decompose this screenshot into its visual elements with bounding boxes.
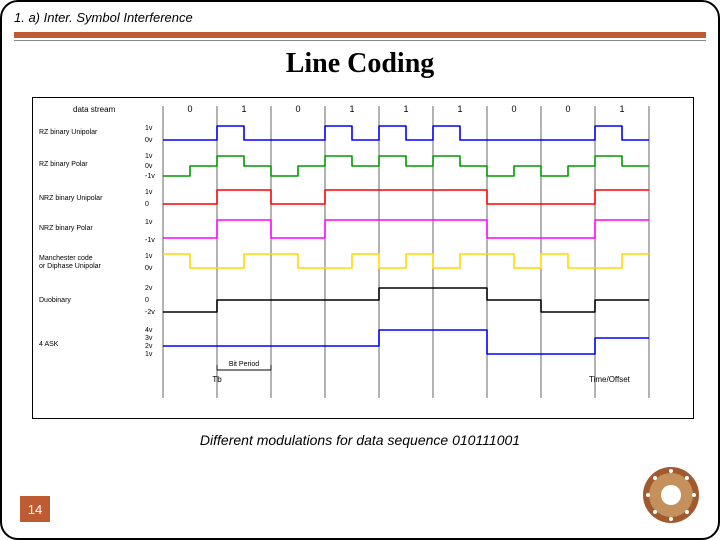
svg-text:0: 0 (295, 104, 300, 114)
svg-text:Manchester code: Manchester code (39, 255, 93, 262)
svg-text:1v: 1v (145, 125, 153, 132)
svg-text:0: 0 (565, 104, 570, 114)
university-logo (642, 466, 700, 524)
svg-text:NRZ binary Unipolar: NRZ binary Unipolar (39, 195, 103, 202)
svg-text:Tb: Tb (212, 375, 222, 384)
svg-text:0: 0 (145, 201, 149, 208)
svg-text:0: 0 (511, 104, 516, 114)
svg-text:1: 1 (241, 104, 246, 114)
svg-text:RZ binary Polar: RZ binary Polar (39, 161, 88, 168)
thin-rule (14, 40, 706, 41)
svg-text:0: 0 (187, 104, 192, 114)
accent-rule (14, 32, 706, 38)
svg-text:RZ binary Unipolar: RZ binary Unipolar (39, 129, 98, 136)
svg-text:2v: 2v (145, 285, 153, 292)
svg-text:4 ASK: 4 ASK (39, 341, 59, 348)
svg-text:0: 0 (145, 297, 149, 304)
svg-text:-1v: -1v (145, 237, 155, 244)
section-header: 1. a) Inter. Symbol Interference (14, 10, 193, 25)
slide: 1. a) Inter. Symbol Interference Line Co… (0, 0, 720, 540)
svg-text:Duobinary: Duobinary (39, 297, 71, 304)
svg-text:4v: 4v (145, 327, 153, 334)
svg-text:0v: 0v (145, 265, 153, 272)
svg-text:1: 1 (403, 104, 408, 114)
line-coding-chart: data stream 0 1 0 1 1 1 0 0 1 RZ binary Unipolar 1v… (32, 97, 694, 419)
svg-text:NRZ binary Polar: NRZ binary Polar (39, 225, 93, 232)
svg-text:1v: 1v (145, 219, 153, 226)
svg-text:1v: 1v (145, 153, 153, 160)
svg-text:0v: 0v (145, 163, 153, 170)
svg-text:-2v: -2v (145, 309, 155, 316)
page-title: Line Coding (2, 48, 718, 80)
svg-text:0v: 0v (145, 137, 153, 144)
svg-text:data stream: data stream (73, 105, 116, 114)
figure-caption: Different modulations for data sequence … (2, 432, 718, 448)
svg-text:1: 1 (457, 104, 462, 114)
svg-text:1: 1 (349, 104, 354, 114)
page-number: 14 (20, 496, 50, 522)
svg-text:1: 1 (619, 104, 624, 114)
svg-text:1v: 1v (145, 253, 153, 260)
svg-text:2v: 2v (145, 343, 153, 350)
svg-text:1v: 1v (145, 189, 153, 196)
svg-text:Bit Period: Bit Period (229, 361, 259, 368)
svg-text:or Diphase Unipolar: or Diphase Unipolar (39, 263, 102, 270)
svg-text:3v: 3v (145, 335, 153, 342)
svg-text:Time/Offset: Time/Offset (589, 375, 631, 384)
svg-text:1v: 1v (145, 351, 153, 358)
svg-text:-1v: -1v (145, 173, 155, 180)
